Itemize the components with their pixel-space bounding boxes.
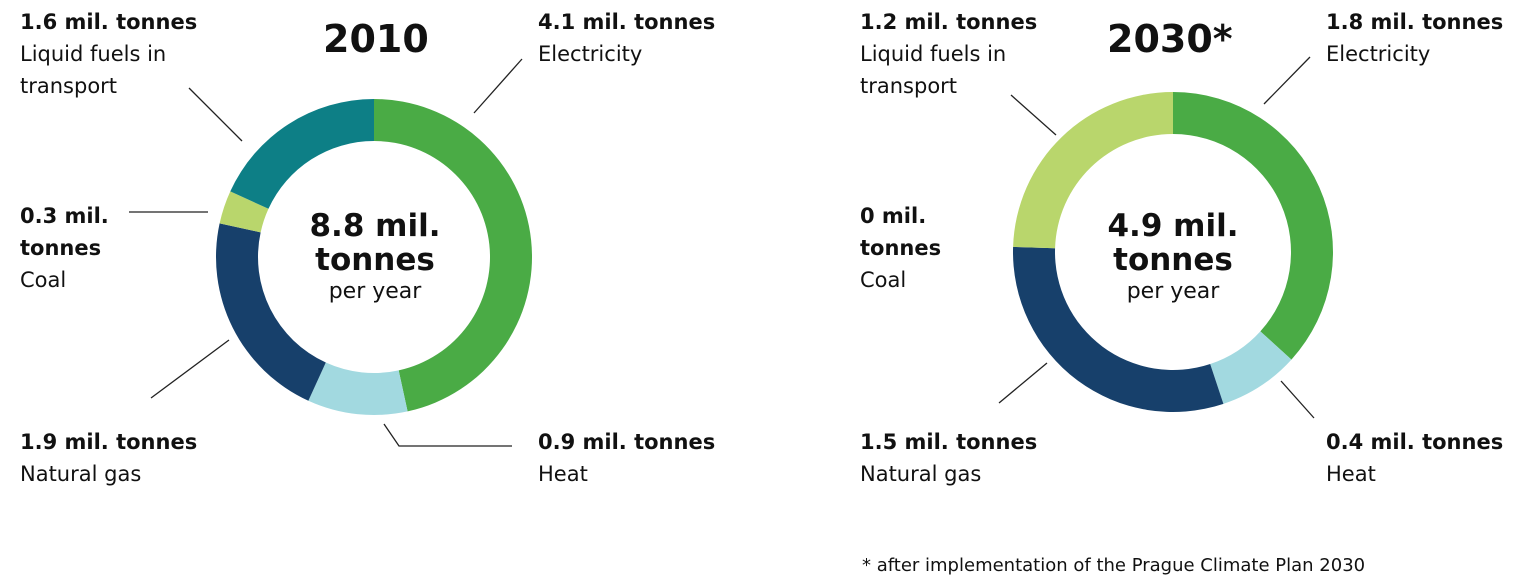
center-total-2010: 8.8 mil. tonnes per year bbox=[275, 209, 475, 307]
slice-heat bbox=[1210, 331, 1292, 404]
center-total-value-line2: tonnes bbox=[1113, 242, 1233, 278]
leader-2010-heat bbox=[383, 423, 512, 447]
slice-value: 0.9 mil. tonnes bbox=[538, 430, 716, 454]
label-2010-transport: 1.6 mil. tonnes Liquid fuels in transpor… bbox=[20, 6, 197, 102]
label-2030-heat: 0.4 mil. tonnes Heat bbox=[1326, 426, 1503, 490]
center-total-value-line2: tonnes bbox=[315, 242, 435, 278]
slice-name: Electricity bbox=[538, 42, 643, 66]
slice-name-line1: Liquid fuels in bbox=[20, 42, 167, 66]
leader-2010-gas bbox=[150, 339, 230, 399]
label-2010-gas: 1.9 mil. tonnes Natural gas bbox=[20, 426, 197, 490]
leader-2030-heat bbox=[1280, 380, 1315, 419]
leader-2030-electricity bbox=[1263, 56, 1311, 105]
slice-value-line2: tonnes bbox=[860, 236, 942, 260]
donut-2030 bbox=[1012, 92, 1333, 413]
slice-name: Coal bbox=[860, 268, 907, 292]
slice-value: 1.8 mil. tonnes bbox=[1326, 10, 1504, 34]
slice-liquid-fuels-in-transport bbox=[1013, 92, 1173, 249]
label-2030-gas: 1.5 mil. tonnes Natural gas bbox=[860, 426, 1037, 490]
slice-value-line2: tonnes bbox=[20, 236, 102, 260]
label-2010-heat: 0.9 mil. tonnes Heat bbox=[538, 426, 715, 490]
slice-value-line1: 0 mil. bbox=[860, 204, 927, 228]
label-2010-electricity: 4.1 mil. tonnes Electricity bbox=[538, 6, 715, 70]
center-total-unit: per year bbox=[328, 279, 422, 304]
center-total-value-line1: 4.9 mil. bbox=[1107, 208, 1239, 244]
slice-name: Natural gas bbox=[20, 462, 142, 486]
slice-value: 1.2 mil. tonnes bbox=[860, 10, 1038, 34]
slice-coal bbox=[219, 191, 269, 233]
slice-name-line2: transport bbox=[860, 74, 958, 98]
leader-2030-transport bbox=[1010, 94, 1057, 136]
slice-natural-gas bbox=[215, 223, 326, 401]
slice-electricity bbox=[1173, 92, 1333, 360]
slice-value: 1.5 mil. tonnes bbox=[860, 430, 1038, 454]
chart-title-2010: 2010 bbox=[323, 17, 429, 61]
slice-name-line2: transport bbox=[20, 74, 118, 98]
label-2030-coal: 0 mil. tonnes Coal bbox=[860, 200, 941, 296]
label-2010-coal: 0.3 mil. tonnes Coal bbox=[20, 200, 109, 296]
center-total-2030: 4.9 mil. tonnes per year bbox=[1073, 209, 1273, 307]
slice-electricity bbox=[374, 99, 533, 412]
slice-heat bbox=[308, 362, 408, 416]
slice-value-line1: 0.3 mil. bbox=[20, 204, 109, 228]
slice-name: Coal bbox=[20, 268, 67, 292]
label-2030-transport: 1.2 mil. tonnes Liquid fuels in transpor… bbox=[860, 6, 1037, 102]
slice-value: 1.9 mil. tonnes bbox=[20, 430, 198, 454]
leader-lines bbox=[129, 56, 1315, 447]
donut-2010 bbox=[215, 99, 533, 416]
slice-name: Heat bbox=[1326, 462, 1376, 486]
chart-title-2030: 2030* bbox=[1107, 17, 1233, 61]
slice-name-line1: Liquid fuels in bbox=[860, 42, 1007, 66]
center-total-value-line1: 8.8 mil. bbox=[309, 208, 441, 244]
leader-2030-gas bbox=[998, 362, 1048, 404]
slice-natural-gas bbox=[1012, 246, 1224, 413]
slice-name: Natural gas bbox=[860, 462, 982, 486]
slice-liquid-fuels-in-transport bbox=[230, 99, 374, 209]
leader-2010-transport bbox=[188, 87, 243, 142]
slice-value: 1.6 mil. tonnes bbox=[20, 10, 198, 34]
slice-value: 4.1 mil. tonnes bbox=[538, 10, 716, 34]
center-total-unit: per year bbox=[1126, 279, 1220, 304]
slice-value: 0.4 mil. tonnes bbox=[1326, 430, 1504, 454]
slice-name: Electricity bbox=[1326, 42, 1431, 66]
leader-2010-electricity bbox=[473, 58, 523, 114]
footnote: * after implementation of the Prague Cli… bbox=[862, 555, 1366, 576]
label-2030-electricity: 1.8 mil. tonnes Electricity bbox=[1326, 6, 1503, 70]
slice-name: Heat bbox=[538, 462, 588, 486]
